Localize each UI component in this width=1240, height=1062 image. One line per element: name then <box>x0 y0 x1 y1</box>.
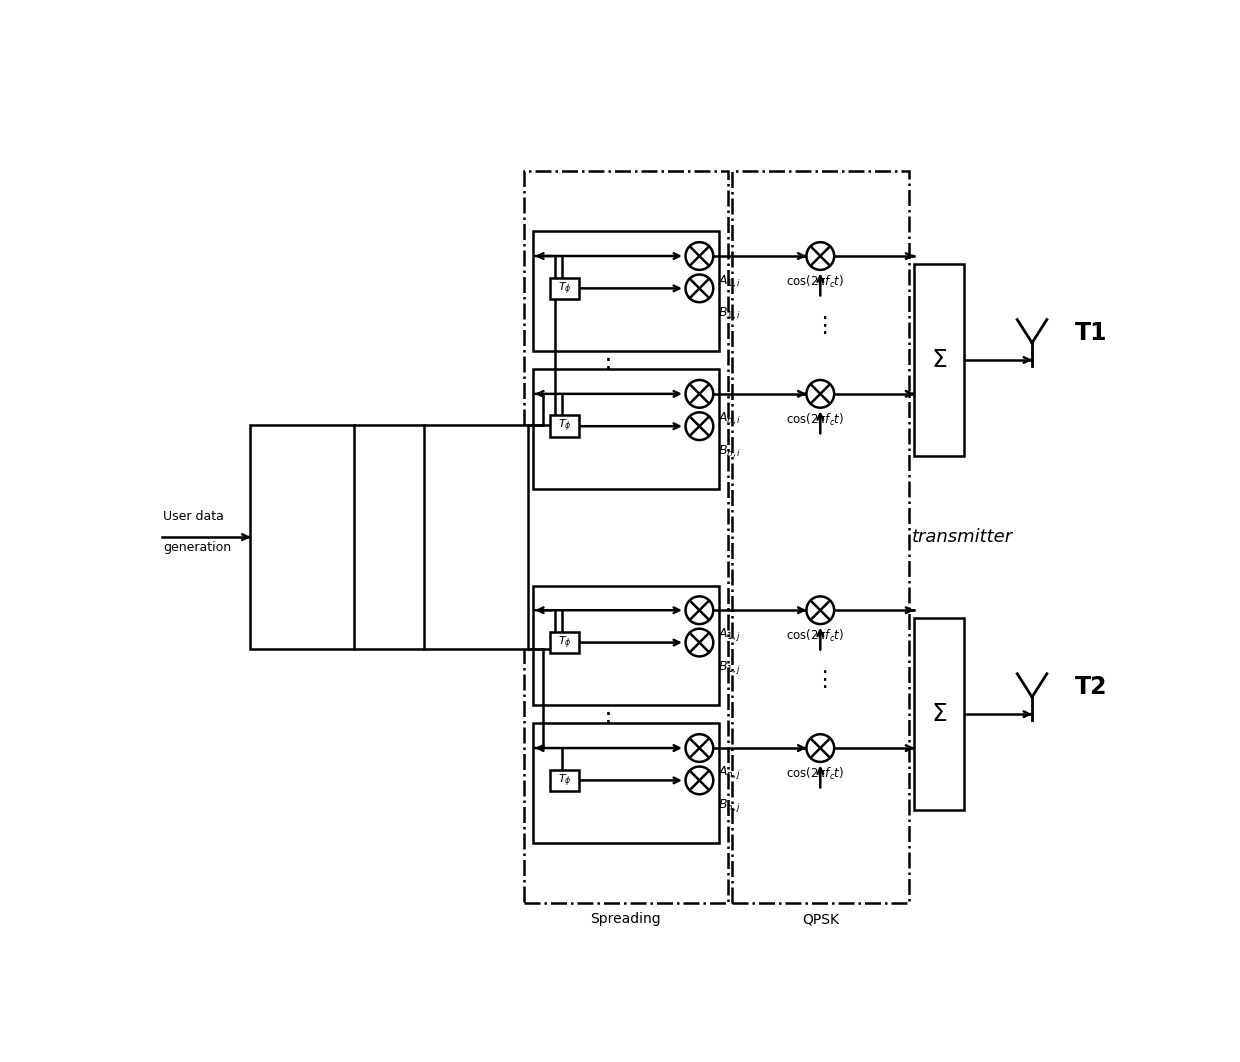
Text: IFFT: IFFT <box>373 530 404 545</box>
Circle shape <box>806 380 835 408</box>
Text: $\Sigma$: $\Sigma$ <box>931 702 947 726</box>
Text: $\uparrow A_{n,i}$: $\uparrow A_{n,i}$ <box>703 410 742 427</box>
Text: $D_n(t)$: $D_n(t)$ <box>539 373 570 389</box>
Text: User data: User data <box>164 510 224 524</box>
Text: $\cos(2\pi f_c t)$: $\cos(2\pi f_c t)$ <box>786 412 843 428</box>
Text: transmitter: transmitter <box>913 528 1013 546</box>
Bar <box>533 723 719 843</box>
Text: $\vdots$: $\vdots$ <box>595 702 610 726</box>
Bar <box>250 426 528 649</box>
Circle shape <box>806 734 835 761</box>
Circle shape <box>806 597 835 624</box>
Text: $T_{\phi}$: $T_{\phi}$ <box>558 772 572 789</box>
Text: $\uparrow A_{n,j}$: $\uparrow A_{n,j}$ <box>703 765 742 783</box>
Text: QPSK: QPSK <box>802 912 838 926</box>
Bar <box>551 632 579 653</box>
Text: $\uparrow A_{1,j}$: $\uparrow A_{1,j}$ <box>703 627 742 645</box>
Text: $T_{\phi}$: $T_{\phi}$ <box>558 634 572 651</box>
Text: $\uparrow A_{1,i}$: $\uparrow A_{1,i}$ <box>703 272 742 290</box>
Text: $\vdots$: $\vdots$ <box>595 348 610 372</box>
Text: $\cos(2\pi f_c t)$: $\cos(2\pi f_c t)$ <box>786 766 843 782</box>
Circle shape <box>686 629 713 656</box>
Bar <box>551 277 579 299</box>
Bar <box>533 232 719 350</box>
Text: duplicator: duplicator <box>436 530 513 545</box>
Text: $\uparrow B_{1,j}$: $\uparrow B_{1,j}$ <box>703 658 742 676</box>
Circle shape <box>686 380 713 408</box>
Text: $\Sigma$: $\Sigma$ <box>931 348 947 372</box>
Circle shape <box>806 242 835 270</box>
Text: $\uparrow B_{n,j}$: $\uparrow B_{n,j}$ <box>703 796 742 815</box>
Text: T1: T1 <box>1074 321 1107 345</box>
Bar <box>533 585 719 705</box>
Bar <box>732 171 909 903</box>
Bar <box>533 370 719 489</box>
Text: $\uparrow B_{1,i}$: $\uparrow B_{1,i}$ <box>703 305 742 322</box>
Bar <box>523 171 728 903</box>
Text: generation: generation <box>164 541 232 554</box>
Text: $D_1(t)$: $D_1(t)$ <box>539 236 570 252</box>
Text: $D_n(t)$: $D_n(t)$ <box>539 727 570 743</box>
Bar <box>551 770 579 791</box>
Text: $\cos(2\pi f_c t)$: $\cos(2\pi f_c t)$ <box>786 628 843 644</box>
Text: $T_{\phi}$: $T_{\phi}$ <box>558 418 572 434</box>
Circle shape <box>686 412 713 440</box>
Text: Spreading: Spreading <box>590 912 661 926</box>
Bar <box>551 415 579 436</box>
Bar <box>914 618 965 810</box>
Text: $\vdots$: $\vdots$ <box>813 668 827 690</box>
Text: $D_1(t)$: $D_1(t)$ <box>539 589 570 605</box>
Circle shape <box>686 242 713 270</box>
Text: $T_{\phi}$: $T_{\phi}$ <box>558 280 572 296</box>
Text: $\vdots$: $\vdots$ <box>813 314 827 336</box>
Text: $\uparrow B_{n,i}$: $\uparrow B_{n,i}$ <box>703 443 742 460</box>
Circle shape <box>686 767 713 794</box>
Text: $\cos(2\pi f_c t)$: $\cos(2\pi f_c t)$ <box>786 274 843 290</box>
Text: Insertion: Insertion <box>269 541 336 555</box>
Text: T2: T2 <box>1074 675 1107 699</box>
Circle shape <box>686 274 713 303</box>
Bar <box>914 263 965 457</box>
Circle shape <box>686 734 713 761</box>
Circle shape <box>686 597 713 624</box>
Text: Pilot: Pilot <box>285 513 319 528</box>
